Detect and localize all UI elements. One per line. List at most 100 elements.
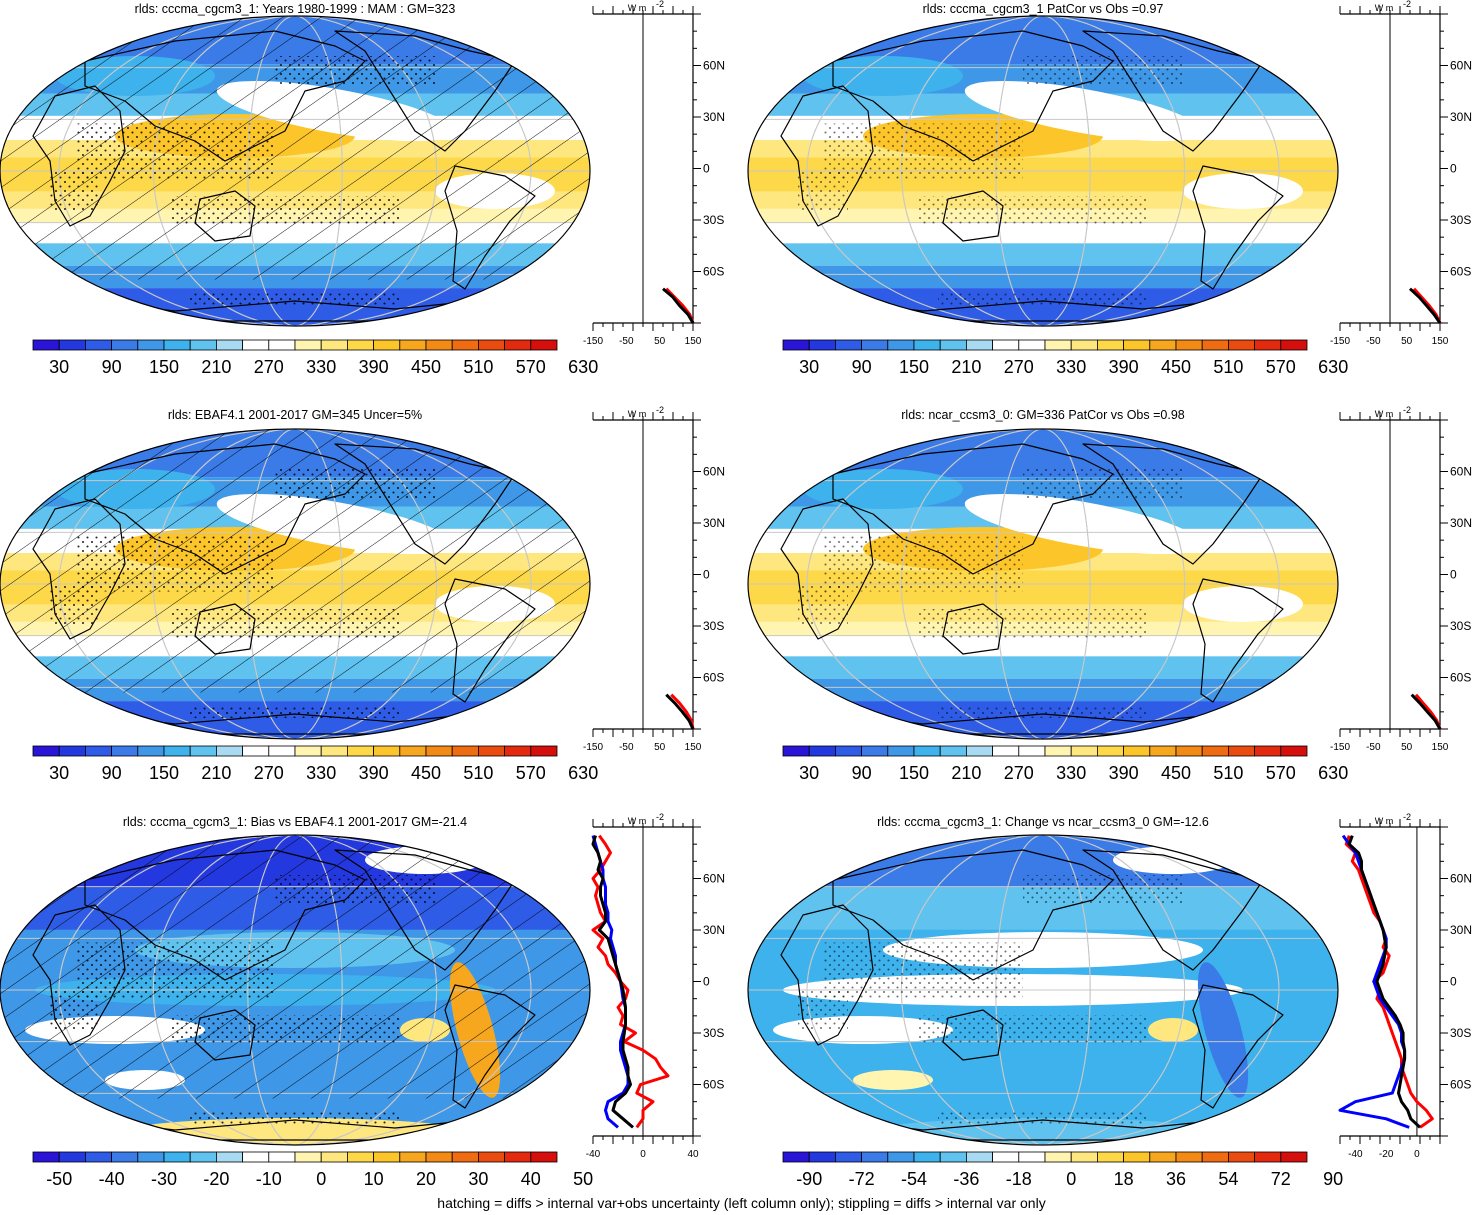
coastline-south-america [1192,578,1284,703]
colorbar-swatch [111,339,139,351]
map-panel-1: rlds: cccma_cgcm3_1: Years 1980-1999 : M… [0,2,598,377]
stippling [798,56,1183,305]
hatching [0,429,590,693]
colorbar-swatch [399,339,427,351]
map-title: rlds: cccma_cgcm3_1: Change vs ncar_ccsm… [877,815,1209,829]
colorbar-swatch [1149,339,1177,351]
profile-tick-label: 150 [1432,336,1449,347]
colorbar-swatch [373,745,401,757]
profile-series-line [662,287,695,324]
colorbar-swatch [887,1151,915,1163]
stipple-area [190,706,400,718]
colorbar-label: 570 [1266,763,1296,783]
colorbar-swatch [1280,745,1308,757]
colorbar-label: 570 [516,357,546,377]
colorbar-swatch [346,1151,374,1163]
profile-lat-label: 0 [703,568,710,582]
map-title: rlds: EBAF4.1 2001-2017 GM=345 Uncer=5% [168,408,422,422]
colorbar-swatch [242,1151,270,1163]
colorbar-swatch [163,745,191,757]
colorbar: -50 -40 -30 -20 -10 0 10 20 30 40 50 [32,1151,593,1189]
colorbar-swatch [163,339,191,351]
coastline-asia [832,849,1114,981]
colorbar: -90 -72 -54 -36 -18 0 18 36 54 72 90 [782,1151,1343,1189]
colorbar-label: 72 [1271,1169,1291,1189]
profile-tick-label: -50 [1366,336,1381,347]
colorbar-label: 20 [416,1169,436,1189]
profile-series-line [665,693,695,730]
colorbar-label: 330 [306,763,336,783]
profile-tick-label: -150 [583,742,603,753]
colorbar-swatch [320,745,348,757]
coastline-greenland [494,841,541,879]
colorbar-swatch [1070,339,1098,351]
colorbar-label: 450 [1161,357,1191,377]
coastline-africa [780,85,874,227]
colorbar-swatch [1070,745,1098,757]
colorbar-label: 90 [852,763,872,783]
profile-lat-label: 0 [1450,975,1457,989]
profile-tick-label: 50 [654,742,666,753]
profile-tick-label: 50 [1401,336,1413,347]
profile-unit: W m [1375,816,1394,826]
colorbar-swatch [1097,745,1125,757]
coastline-south-america [1192,984,1284,1109]
colorbar-label: 10 [364,1169,384,1189]
map-title: rlds: ncar_ccsm3_0: GM=336 PatCor vs Obs… [901,408,1185,422]
colorbar-label: 30 [49,763,69,783]
colorbar-swatch [477,339,505,351]
colorbar-swatch [85,1151,113,1163]
colorbar-label: 510 [1213,763,1243,783]
colorbar-swatch [504,745,532,757]
colorbar-swatch [1044,339,1072,351]
coastline-asia [832,30,1114,162]
colorbar-swatch [242,745,270,757]
footer-caption: hatching = diffs > internal var+obs unce… [437,1195,1046,1211]
colorbar-label: 30 [799,763,819,783]
map-title: rlds: cccma_cgcm3_1: Bias vs EBAF4.1 200… [123,815,467,829]
stipple-area [1023,469,1183,499]
colorbar-swatch [320,1151,348,1163]
profile-lat-label: 30S [703,619,724,633]
profile-tick-label: -20 [1379,1149,1394,1160]
profile-series-line [1410,693,1442,730]
profile-lat-label: 0 [703,975,710,989]
stipple-area [938,1112,1148,1124]
profile-unit: W m [628,816,647,826]
colorbar-label: 210 [951,357,981,377]
map-border [0,15,591,327]
colorbar-label: 30 [468,1169,488,1189]
colorbar-swatch [966,1151,994,1163]
coastline-greenland [1242,435,1289,473]
colorbar-label: 390 [359,763,389,783]
profile-unit: W m [1375,3,1394,13]
colorbar-label: 630 [568,763,598,783]
stipple-area [190,1112,400,1124]
colorbar-swatch [835,1151,863,1163]
colorbar-swatch [242,339,270,351]
colorbar-label: 510 [463,357,493,377]
profile-tick-label: 150 [1432,742,1449,753]
colorbar-swatch [808,1151,836,1163]
stippling [798,469,1183,718]
profile-lat-label: 0 [703,162,710,176]
colorbar-swatch [1254,745,1282,757]
profile-lat-label: 0 [1450,568,1457,582]
colorbar-swatch [782,339,810,351]
colorbar-label: 270 [1004,357,1034,377]
colorbar-swatch [913,1151,941,1163]
stipple-area [918,609,1148,639]
colorbar-swatch [137,1151,165,1163]
colorbar: 30 90 150 210 270 330 390 450 510 570 630 [32,745,598,783]
colorbar-swatch [861,339,889,351]
colorbar-swatch [373,1151,401,1163]
colorbar-swatch [294,339,322,351]
colorbar-swatch [1149,745,1177,757]
colorbar-swatch [1149,1151,1177,1163]
map-border [0,428,591,740]
colorbar-swatch [530,339,558,351]
coastline-africa [780,904,874,1046]
profile-tick-label: -50 [619,742,634,753]
profile-lat-label: 30N [1450,110,1472,124]
colorbar-label: 330 [306,357,336,377]
